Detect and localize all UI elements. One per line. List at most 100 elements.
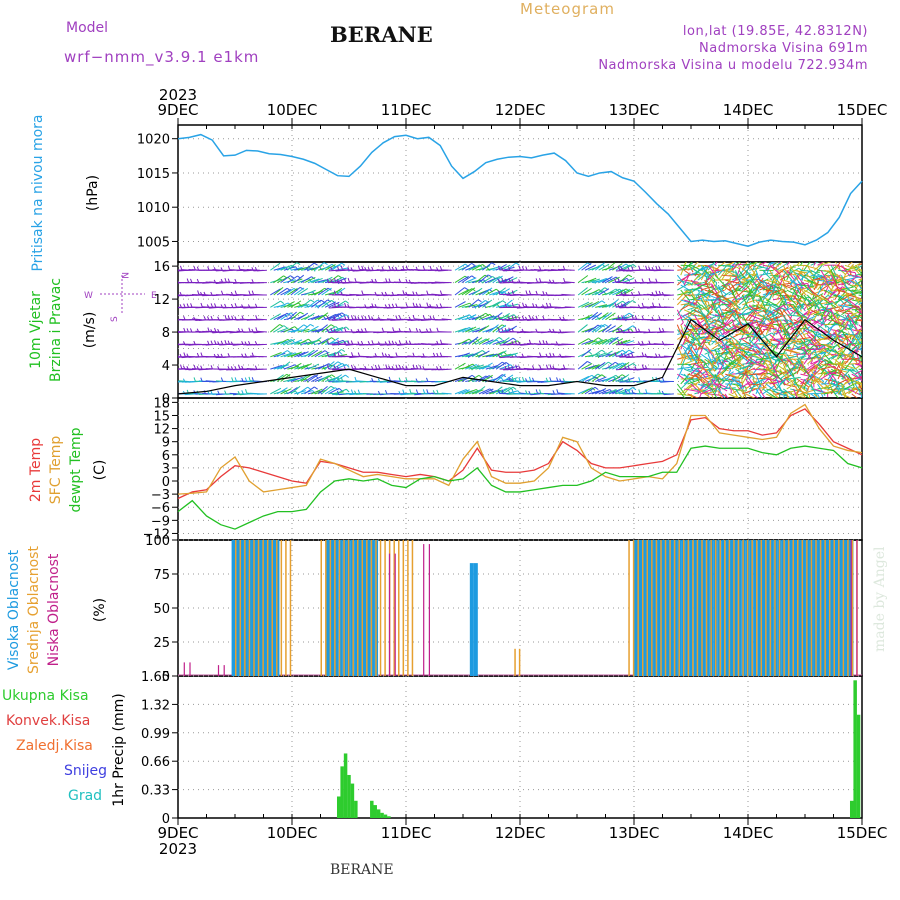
wind-barb — [734, 270, 742, 284]
wind-barb — [817, 318, 828, 330]
wind-barb-flag — [736, 360, 740, 365]
wind-barb — [465, 364, 477, 370]
wind-barb — [693, 334, 702, 348]
wind-barb — [335, 326, 347, 333]
wind-barb-flag — [244, 377, 248, 382]
wind-barb — [820, 281, 833, 291]
header-meteogram: Meteogram — [520, 0, 615, 18]
wind-barb — [755, 373, 762, 388]
wind-barb — [854, 331, 862, 345]
wind-barb-flag — [245, 389, 248, 394]
wind-barb — [817, 361, 830, 370]
wind-barb-flag — [167, 353, 168, 357]
wind-barb-flag — [402, 389, 405, 394]
wind-barb — [755, 375, 768, 385]
cloud-bar-high — [334, 540, 339, 676]
wind-barb-flag — [549, 302, 552, 308]
wind-barb-flag — [248, 376, 251, 381]
cloud-bar-high — [330, 540, 335, 676]
wind-barb-flag — [310, 299, 315, 303]
cloud-bar-high — [665, 540, 670, 676]
wind-barb — [704, 291, 711, 306]
wind-barb — [461, 353, 474, 358]
wind-barb — [714, 349, 722, 363]
cloud-bar-high — [725, 540, 730, 676]
wind-barb-flag — [620, 341, 624, 346]
wind-barb-flag — [333, 352, 337, 357]
wind-barb-flag — [178, 280, 179, 283]
wind-barb-flag — [426, 377, 429, 382]
wind-barb — [806, 360, 819, 370]
wind-barb — [783, 284, 797, 291]
wind-barb — [297, 288, 309, 296]
wind-barb — [482, 362, 493, 370]
wind-barb-flag — [804, 401, 807, 404]
wind-barb-flag — [655, 290, 658, 295]
wind-barb — [741, 371, 750, 385]
wind-barb — [823, 307, 833, 320]
x-tick-label-top: 12DEC — [495, 101, 546, 119]
wind-barb-flag — [595, 376, 600, 381]
wind-barb — [605, 312, 616, 321]
wind-barb-flag — [200, 291, 203, 296]
wind-barb-flag — [696, 338, 701, 342]
wind-barb — [577, 262, 588, 271]
wind-barb-flag — [210, 329, 213, 334]
wind-barb-flag — [384, 341, 388, 346]
wind-barb-flag — [224, 303, 227, 308]
wind-barb-flag — [806, 312, 810, 316]
wind-barb-flag — [224, 390, 227, 395]
y-tick-label: 4 — [162, 359, 170, 374]
wind-barb-flag — [875, 275, 878, 278]
cloud-bar-high — [673, 540, 678, 676]
wind-barb-flag — [839, 326, 843, 331]
wind-barb — [721, 296, 736, 301]
wind-barb-flag — [178, 354, 179, 357]
wind-barb — [690, 393, 694, 398]
wind-barb-flag — [344, 327, 347, 332]
wind-barb — [721, 339, 728, 353]
wind-barb-flag — [651, 291, 655, 296]
wind-barb-flag — [347, 277, 350, 283]
wind-barb-flag — [705, 276, 708, 282]
wind-barb — [595, 304, 608, 308]
wind-barb-flag — [525, 378, 528, 383]
wind-barb-flag — [741, 405, 743, 408]
y-tick-label: 3 — [162, 462, 170, 477]
wind-barb — [796, 262, 801, 266]
wind-barb — [824, 266, 836, 276]
wind-barb — [776, 373, 786, 386]
wind-barb — [854, 388, 862, 393]
wind-barb — [793, 269, 808, 274]
wind-barb-flag — [388, 303, 391, 308]
wind-barb-flag — [422, 353, 425, 358]
cloud-bar-mid — [329, 540, 332, 676]
wind-barb-flag — [507, 366, 511, 371]
wind-barb-flag — [183, 352, 186, 357]
wind-barb-flag — [392, 327, 395, 332]
wind-barb — [482, 276, 493, 284]
wind-barb-flag — [501, 324, 506, 328]
wind-barb — [485, 315, 498, 321]
wind-barb-flag — [173, 316, 174, 320]
wind-barb-flag — [658, 303, 661, 308]
wind-barb-flag — [591, 387, 596, 391]
wind-barb — [677, 312, 690, 321]
wind-barb-flag — [333, 328, 337, 333]
cloud-bar-mid — [271, 540, 273, 676]
wind-barb-flag — [313, 262, 318, 266]
wind-barb-flag — [395, 352, 398, 357]
wind-barb-flag — [248, 290, 251, 295]
wind-barb-flag — [627, 353, 631, 358]
wind-barb — [465, 304, 478, 308]
wind-barb-flag — [220, 340, 224, 345]
wind-barb-flag — [426, 302, 429, 307]
wind-barb — [297, 363, 309, 370]
wind-barb — [820, 314, 827, 328]
wind-barb-flag — [419, 365, 422, 370]
wind-barb-flag — [497, 353, 501, 358]
wind-barb — [755, 344, 766, 356]
wind-barb-flag — [501, 389, 504, 394]
wind-barb-flag — [337, 275, 342, 279]
wind-barb — [711, 371, 720, 385]
